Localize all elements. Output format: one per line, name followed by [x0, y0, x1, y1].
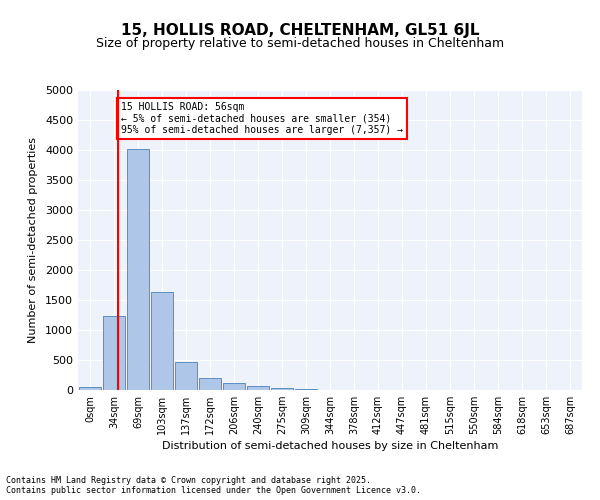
Bar: [223, 384, 245, 390]
Bar: [151, 292, 173, 390]
Text: Contains HM Land Registry data © Crown copyright and database right 2025.
Contai: Contains HM Land Registry data © Crown c…: [6, 476, 421, 495]
Bar: [247, 386, 269, 390]
Text: Size of property relative to semi-detached houses in Cheltenham: Size of property relative to semi-detach…: [96, 38, 504, 51]
Bar: [175, 362, 197, 390]
Bar: [103, 316, 125, 390]
Text: 15 HOLLIS ROAD: 56sqm
← 5% of semi-detached houses are smaller (354)
95% of semi: 15 HOLLIS ROAD: 56sqm ← 5% of semi-detac…: [121, 102, 403, 135]
Text: 15, HOLLIS ROAD, CHELTENHAM, GL51 6JL: 15, HOLLIS ROAD, CHELTENHAM, GL51 6JL: [121, 22, 479, 38]
Bar: [127, 149, 149, 390]
X-axis label: Distribution of semi-detached houses by size in Cheltenham: Distribution of semi-detached houses by …: [162, 442, 498, 452]
Bar: [199, 378, 221, 390]
Y-axis label: Number of semi-detached properties: Number of semi-detached properties: [28, 137, 38, 343]
Bar: [79, 387, 101, 390]
Bar: [271, 388, 293, 390]
